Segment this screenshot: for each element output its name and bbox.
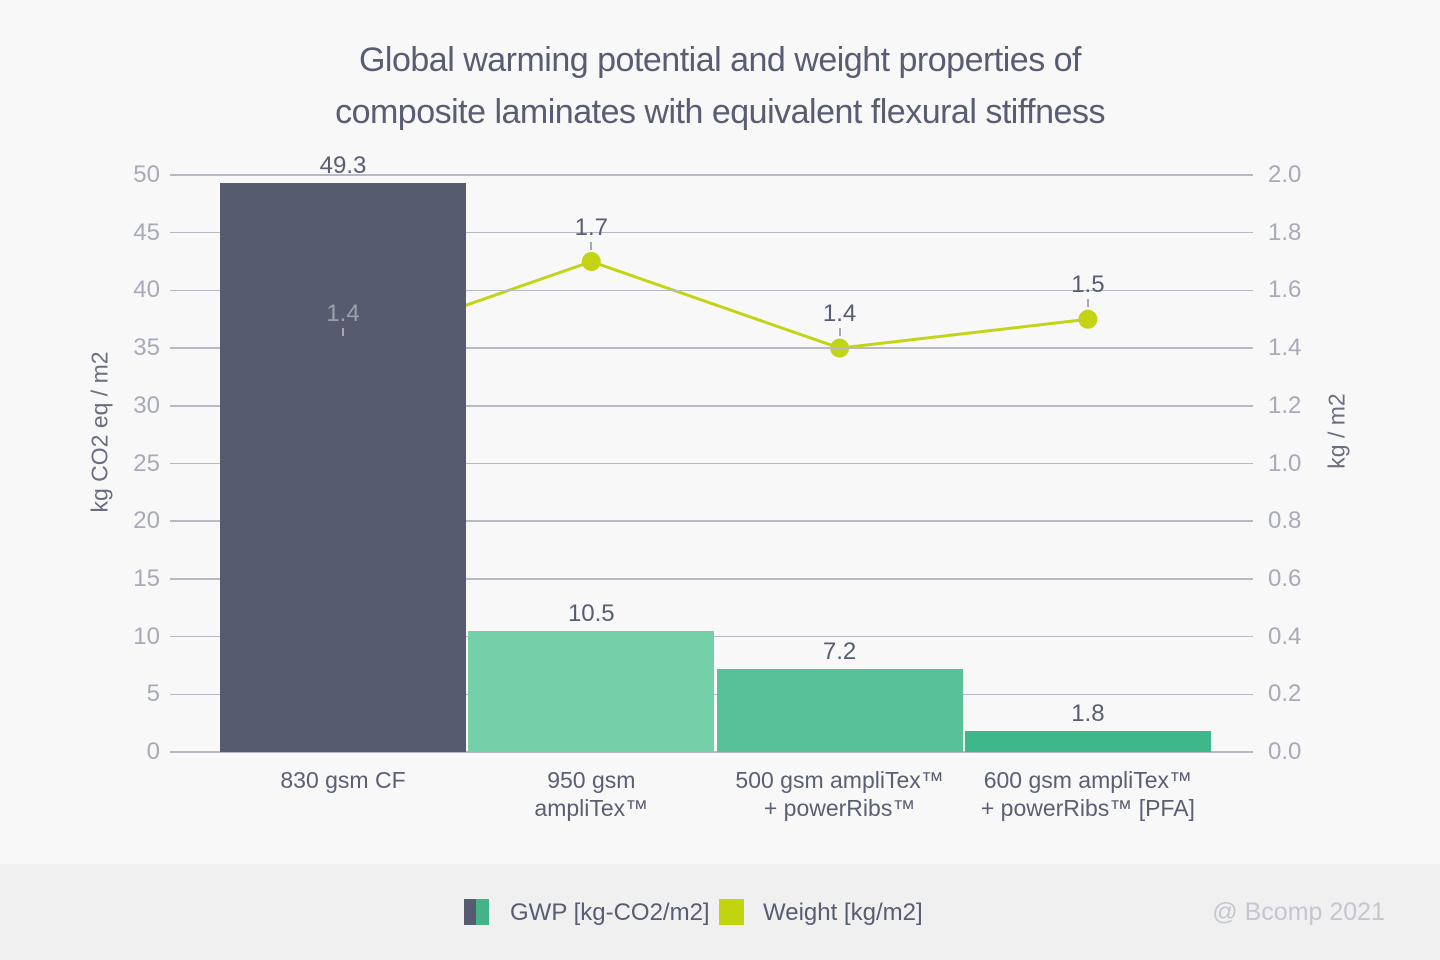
category-label-line: + powerRibs™ [PFA] — [980, 795, 1195, 821]
gridline — [170, 520, 1253, 522]
category-label-line: ampliTex™ — [534, 795, 649, 821]
y2-axis-tick-label: 0.2 — [1268, 680, 1302, 708]
y2-axis-tick-label: 1.8 — [1268, 218, 1302, 246]
label-callout-tick — [342, 328, 344, 337]
chart-title-line-1: Global warming potential and weight prop… — [358, 41, 1082, 79]
weight-point — [581, 252, 601, 272]
category-label-line: + powerRibs™ — [763, 795, 916, 821]
label-callout-tick — [838, 328, 841, 337]
category-label: 950 gsm ampliTex™ — [451, 766, 731, 822]
y-axis-tick-label: 40 — [133, 276, 160, 304]
gwp-bar — [716, 668, 963, 752]
gridline — [170, 751, 1253, 753]
weight-legend-label: Weight [kg/m2] — [763, 899, 923, 926]
y-axis-tick-label: 50 — [133, 161, 160, 188]
gridline — [170, 289, 1253, 292]
weight-line-chart — [333, 252, 1098, 358]
y2-axis-tick-label: 1.2 — [1268, 391, 1302, 419]
gridline — [170, 174, 1253, 176]
gridline — [170, 347, 1253, 349]
bar-value-label: 10.5 — [567, 599, 615, 627]
y-axis-tick-label: 0 — [146, 738, 160, 765]
y2-axis-tick-label: 0.8 — [1268, 507, 1302, 535]
weight-value-label: 1.4 — [326, 300, 360, 328]
gridline — [170, 405, 1253, 407]
category-label-line: 830 gsm CF — [280, 767, 406, 793]
category-label: 600 gsm ampliTex™ + powerRibs™ [PFA] — [948, 766, 1228, 822]
y-axis-tick-label: 25 — [133, 449, 160, 477]
y-axis-tick-label: 20 — [133, 507, 160, 535]
y2-axis-tick-label: 0.0 — [1268, 738, 1302, 765]
y2-axis-tick-label: 1.4 — [1268, 334, 1302, 362]
y2-axis-tick-label: 2.0 — [1268, 161, 1302, 188]
category-label: 830 gsm CF — [203, 766, 483, 794]
category-label-line: 500 gsm ampliTex™ — [735, 767, 944, 793]
left-axis-label: kg CO2 eq / m2 — [86, 351, 113, 513]
y-axis-tick-label: 35 — [133, 334, 160, 362]
weight-value-label: 1.4 — [822, 300, 857, 328]
credit-text: @ Bcomp 2021 — [1212, 898, 1385, 926]
weight-legend-swatch-icon — [719, 899, 744, 925]
y-axis-tick-label: 45 — [133, 218, 160, 246]
y2-axis-tick-label: 0.6 — [1268, 564, 1302, 592]
bar-value-label: 49.3 — [319, 152, 367, 180]
weight-value-label: 1.5 — [1071, 271, 1105, 299]
category-label-line: 600 gsm ampliTex™ — [983, 767, 1193, 793]
chart-title-line-2: composite laminates with equivalent flex… — [335, 93, 1105, 131]
y2-axis-tick-label: 1.0 — [1268, 449, 1302, 477]
y2-axis-tick-label: 1.6 — [1268, 276, 1302, 304]
y-axis-tick-label: 15 — [133, 564, 160, 592]
gwp-bar — [468, 630, 715, 752]
weight-value-label: 1.7 — [574, 213, 608, 241]
y-axis-tick-label: 30 — [133, 391, 160, 419]
label-callout-tick — [590, 241, 593, 250]
y-axis-tick-label: 5 — [146, 680, 160, 708]
gridline — [170, 578, 1253, 580]
gwp-legend-label: GWP [kg-CO2/m2] — [510, 899, 710, 926]
gwp-legend-swatch-icon — [464, 899, 489, 925]
y-axis-tick-label: 10 — [133, 622, 160, 650]
label-callout-tick — [1086, 299, 1089, 308]
chart-title: Global warming potential and weight prop… — [0, 34, 1440, 138]
weight-line — [342, 259, 1089, 350]
y2-axis-tick-label: 0.4 — [1268, 622, 1302, 650]
gwp-bar — [220, 183, 466, 752]
gwp-swatch-dark-half — [464, 899, 476, 925]
gridline — [170, 462, 1253, 465]
bar-value-label: 7.2 — [822, 637, 857, 665]
bar-value-label: 1.8 — [1071, 700, 1105, 728]
gwp-bar — [964, 731, 1211, 752]
gwp-swatch-green-half — [476, 899, 489, 925]
weight-point — [1078, 309, 1098, 329]
category-label-line: 950 gsm — [547, 767, 636, 793]
gridline — [170, 231, 1253, 234]
category-label: 500 gsm ampliTex™ + powerRibs™ — [700, 766, 980, 822]
